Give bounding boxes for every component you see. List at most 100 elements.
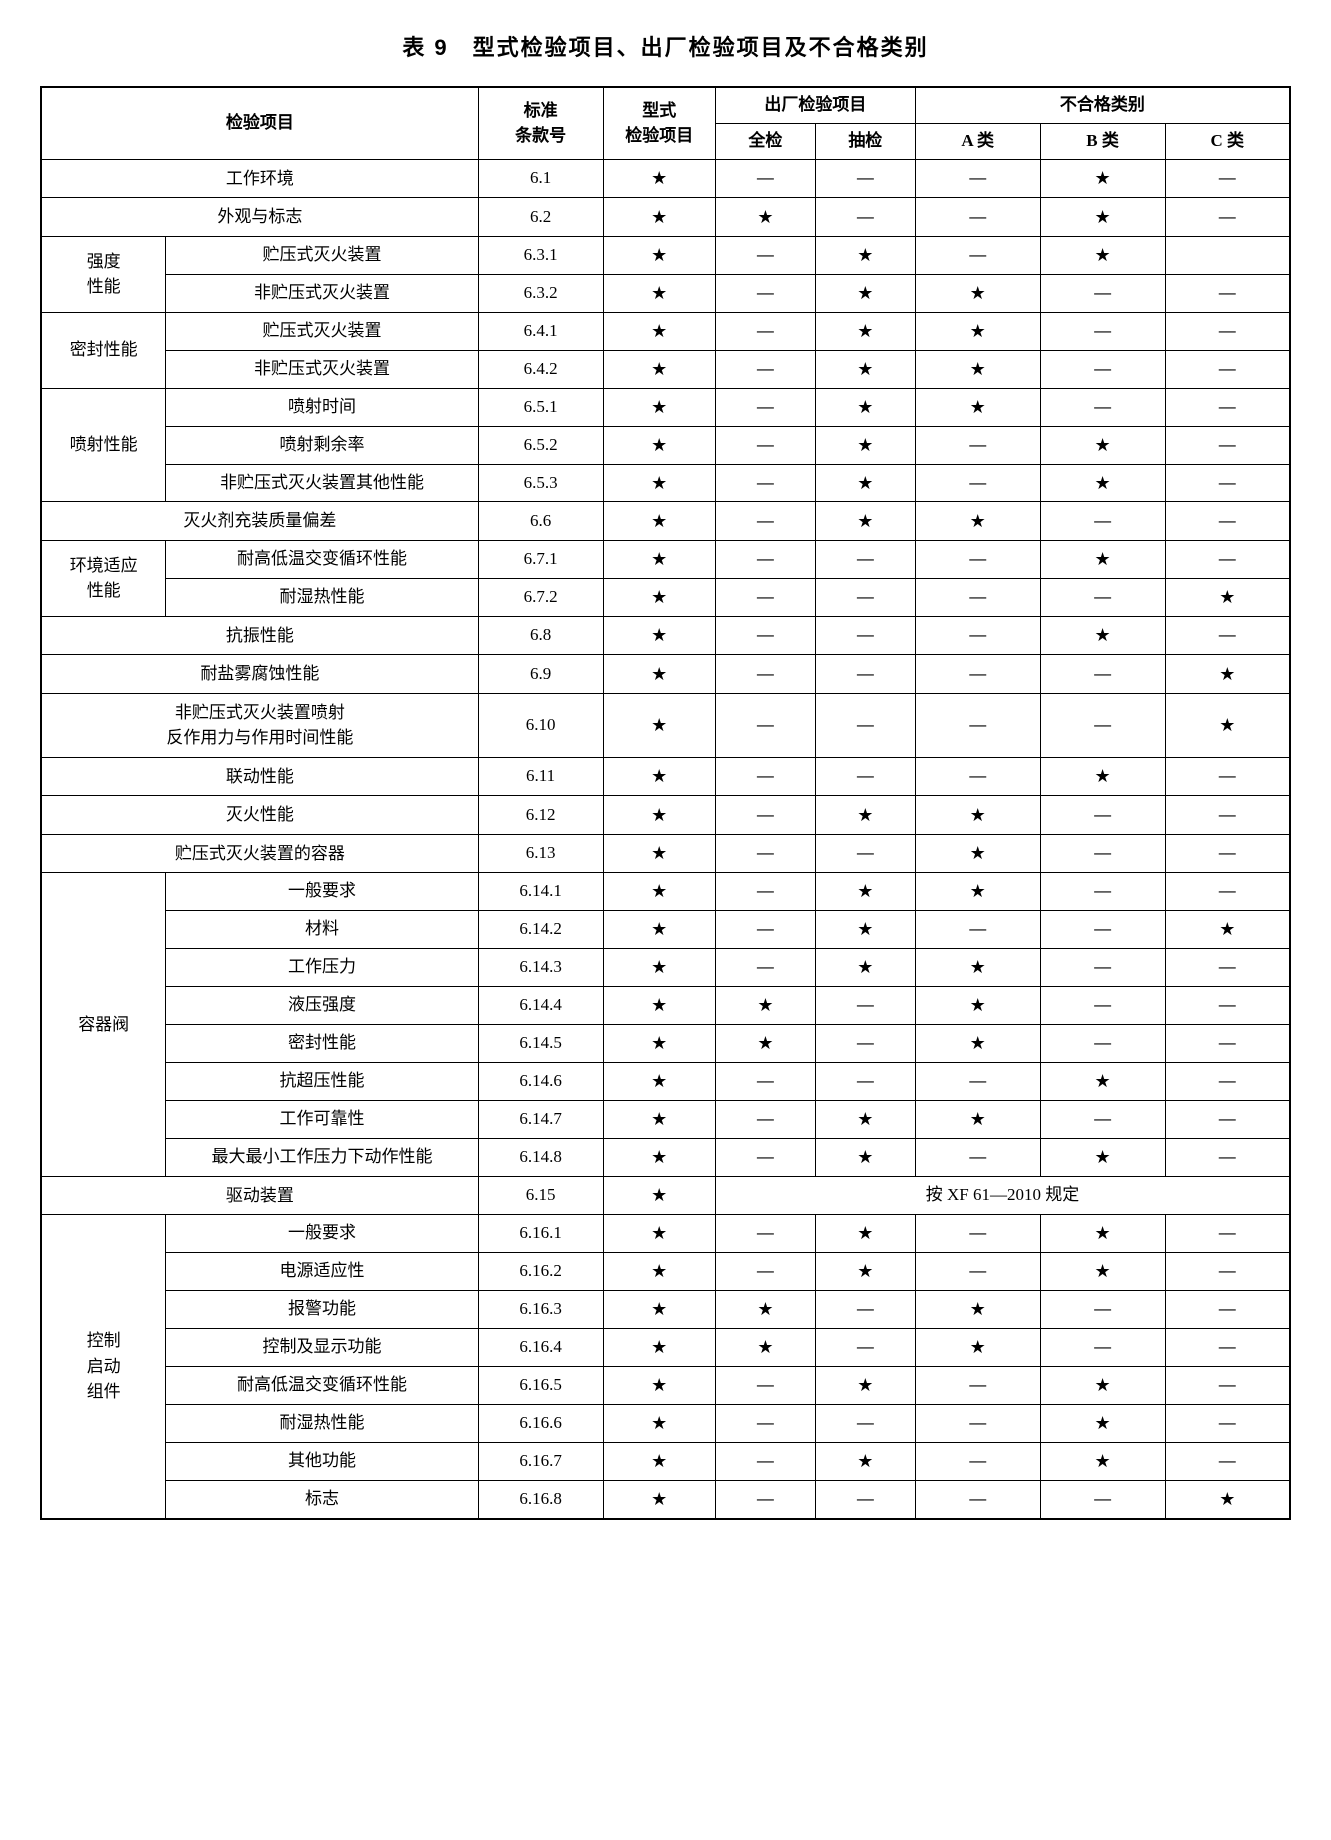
cell-type: ★ [603, 1138, 715, 1176]
cell-a: — [915, 464, 1040, 502]
cell-b: — [1040, 388, 1165, 426]
cell-a: — [915, 1138, 1040, 1176]
cell-item: 驱动装置 [41, 1176, 478, 1215]
table-row: 耐湿热性能6.16.6★———★— [41, 1405, 1290, 1443]
cell-a: ★ [915, 1025, 1040, 1063]
cell-sample: ★ [815, 464, 915, 502]
cell-std: 6.4.2 [478, 350, 603, 388]
cell-item: 耐高低温交变循环性能 [166, 540, 478, 578]
hdr-std: 标准条款号 [478, 87, 603, 159]
cell-type: ★ [603, 1253, 715, 1291]
cell-sample: — [815, 540, 915, 578]
cell-b: ★ [1040, 1138, 1165, 1176]
table-row: 非贮压式灭火装置6.4.2★—★★—— [41, 350, 1290, 388]
cell-c: — [1165, 1100, 1290, 1138]
cell-std: 6.16.2 [478, 1253, 603, 1291]
cell-c: — [1165, 1442, 1290, 1480]
cell-std: 6.9 [478, 655, 603, 694]
cell-sample: ★ [815, 1442, 915, 1480]
cell-a: ★ [915, 1291, 1040, 1329]
cell-full: — [715, 1367, 815, 1405]
cell-full: — [715, 578, 815, 616]
cell-item: 其他功能 [166, 1442, 478, 1480]
cell-sample: — [815, 655, 915, 694]
inspection-table: 检验项目 标准条款号 型式检验项目 出厂检验项目 不合格类别 全检 抽检 A 类… [40, 86, 1291, 1520]
cell-c: — [1165, 540, 1290, 578]
cell-full: — [715, 796, 815, 835]
cell-b: ★ [1040, 1215, 1165, 1253]
cell-b: ★ [1040, 1405, 1165, 1443]
cell-full: — [715, 1138, 815, 1176]
cell-sample: — [815, 1025, 915, 1063]
cell-c: — [1165, 1329, 1290, 1367]
cell-b: — [1040, 1329, 1165, 1367]
cell-item: 耐盐雾腐蚀性能 [41, 655, 478, 694]
table-row: 最大最小工作压力下动作性能6.14.8★—★—★— [41, 1138, 1290, 1176]
table-row: 电源适应性6.16.2★—★—★— [41, 1253, 1290, 1291]
cell-full: — [715, 616, 815, 655]
cell-item: 喷射剩余率 [166, 426, 478, 464]
cell-std: 6.14.8 [478, 1138, 603, 1176]
cell-a: ★ [915, 873, 1040, 911]
cell-a: — [915, 578, 1040, 616]
cell-item: 最大最小工作压力下动作性能 [166, 1138, 478, 1176]
cell-std: 6.15 [478, 1176, 603, 1215]
cell-std: 6.16.5 [478, 1367, 603, 1405]
cell-a: ★ [915, 312, 1040, 350]
cell-item: 非贮压式灭火装置其他性能 [166, 464, 478, 502]
cell-full: — [715, 274, 815, 312]
cell-item: 工作环境 [41, 159, 478, 198]
cell-type: ★ [603, 426, 715, 464]
cell-full: ★ [715, 1291, 815, 1329]
cell-a: — [915, 1405, 1040, 1443]
cell-item: 密封性能 [166, 1025, 478, 1063]
table-row: 密封性能6.14.5★★—★—— [41, 1025, 1290, 1063]
cell-b: ★ [1040, 464, 1165, 502]
cell-b: ★ [1040, 616, 1165, 655]
cell-sample: — [815, 1291, 915, 1329]
cell-b: — [1040, 1480, 1165, 1518]
cell-std: 6.16.8 [478, 1480, 603, 1518]
cell-sample: ★ [815, 1215, 915, 1253]
cell-item: 抗超压性能 [166, 1063, 478, 1101]
cell-std: 6.14.5 [478, 1025, 603, 1063]
table-row: 液压强度6.14.4★★—★—— [41, 987, 1290, 1025]
cell-b: ★ [1040, 1063, 1165, 1101]
cell-c: — [1165, 1063, 1290, 1101]
cell-spec: 按 XF 61—2010 规定 [715, 1176, 1290, 1215]
cell-std: 6.16.7 [478, 1442, 603, 1480]
cell-full: — [715, 1480, 815, 1518]
cell-a: ★ [915, 834, 1040, 873]
cell-sample: — [815, 834, 915, 873]
cell-std: 6.7.2 [478, 578, 603, 616]
cell-b: — [1040, 949, 1165, 987]
cell-group: 容器阀 [41, 873, 166, 1177]
table-row: 非贮压式灭火装置其他性能6.5.3★—★—★— [41, 464, 1290, 502]
cell-type: ★ [603, 312, 715, 350]
cell-a: ★ [915, 1100, 1040, 1138]
cell-b: ★ [1040, 1367, 1165, 1405]
cell-c: — [1165, 616, 1290, 655]
cell-full: — [715, 911, 815, 949]
table-row: 报警功能6.16.3★★—★—— [41, 1291, 1290, 1329]
cell-sample: — [815, 159, 915, 198]
cell-a: — [915, 655, 1040, 694]
cell-a: — [915, 1480, 1040, 1518]
cell-a: ★ [915, 274, 1040, 312]
cell-full: — [715, 1215, 815, 1253]
cell-full: — [715, 655, 815, 694]
cell-b: ★ [1040, 426, 1165, 464]
cell-type: ★ [603, 1215, 715, 1253]
cell-a: — [915, 540, 1040, 578]
cell-c: — [1165, 159, 1290, 198]
cell-sample: ★ [815, 911, 915, 949]
cell-full: — [715, 388, 815, 426]
cell-full: — [715, 1253, 815, 1291]
cell-c: ★ [1165, 693, 1290, 757]
cell-type: ★ [603, 1025, 715, 1063]
cell-std: 6.3.1 [478, 236, 603, 274]
cell-item: 联动性能 [41, 757, 478, 796]
table-row: 工作压力6.14.3★—★★—— [41, 949, 1290, 987]
cell-full: — [715, 1063, 815, 1101]
cell-type: ★ [603, 655, 715, 694]
